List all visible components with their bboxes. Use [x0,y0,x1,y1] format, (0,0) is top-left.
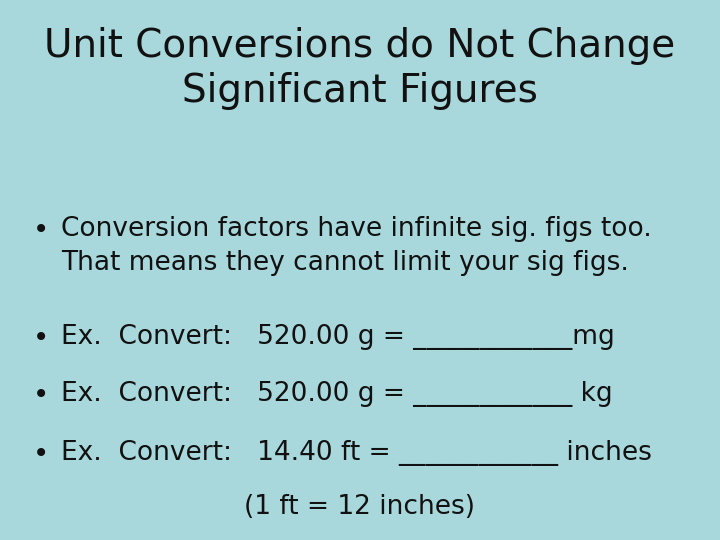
Text: Ex.  Convert:   520.00 g = ____________mg: Ex. Convert: 520.00 g = ____________mg [61,324,615,350]
Text: Conversion factors have infinite sig. figs too.
That means they cannot limit you: Conversion factors have infinite sig. fi… [61,216,652,276]
Text: •: • [32,381,49,409]
Text: •: • [32,324,49,352]
Text: •: • [32,440,49,468]
Text: •: • [32,216,49,244]
Text: Ex.  Convert:   520.00 g = ____________ kg: Ex. Convert: 520.00 g = ____________ kg [61,381,613,407]
Text: Ex.  Convert:   14.40 ft = ____________ inches: Ex. Convert: 14.40 ft = ____________ inc… [61,440,652,466]
Text: (1 ft = 12 inches): (1 ft = 12 inches) [245,494,475,520]
Text: Unit Conversions do Not Change
Significant Figures: Unit Conversions do Not Change Significa… [45,27,675,111]
